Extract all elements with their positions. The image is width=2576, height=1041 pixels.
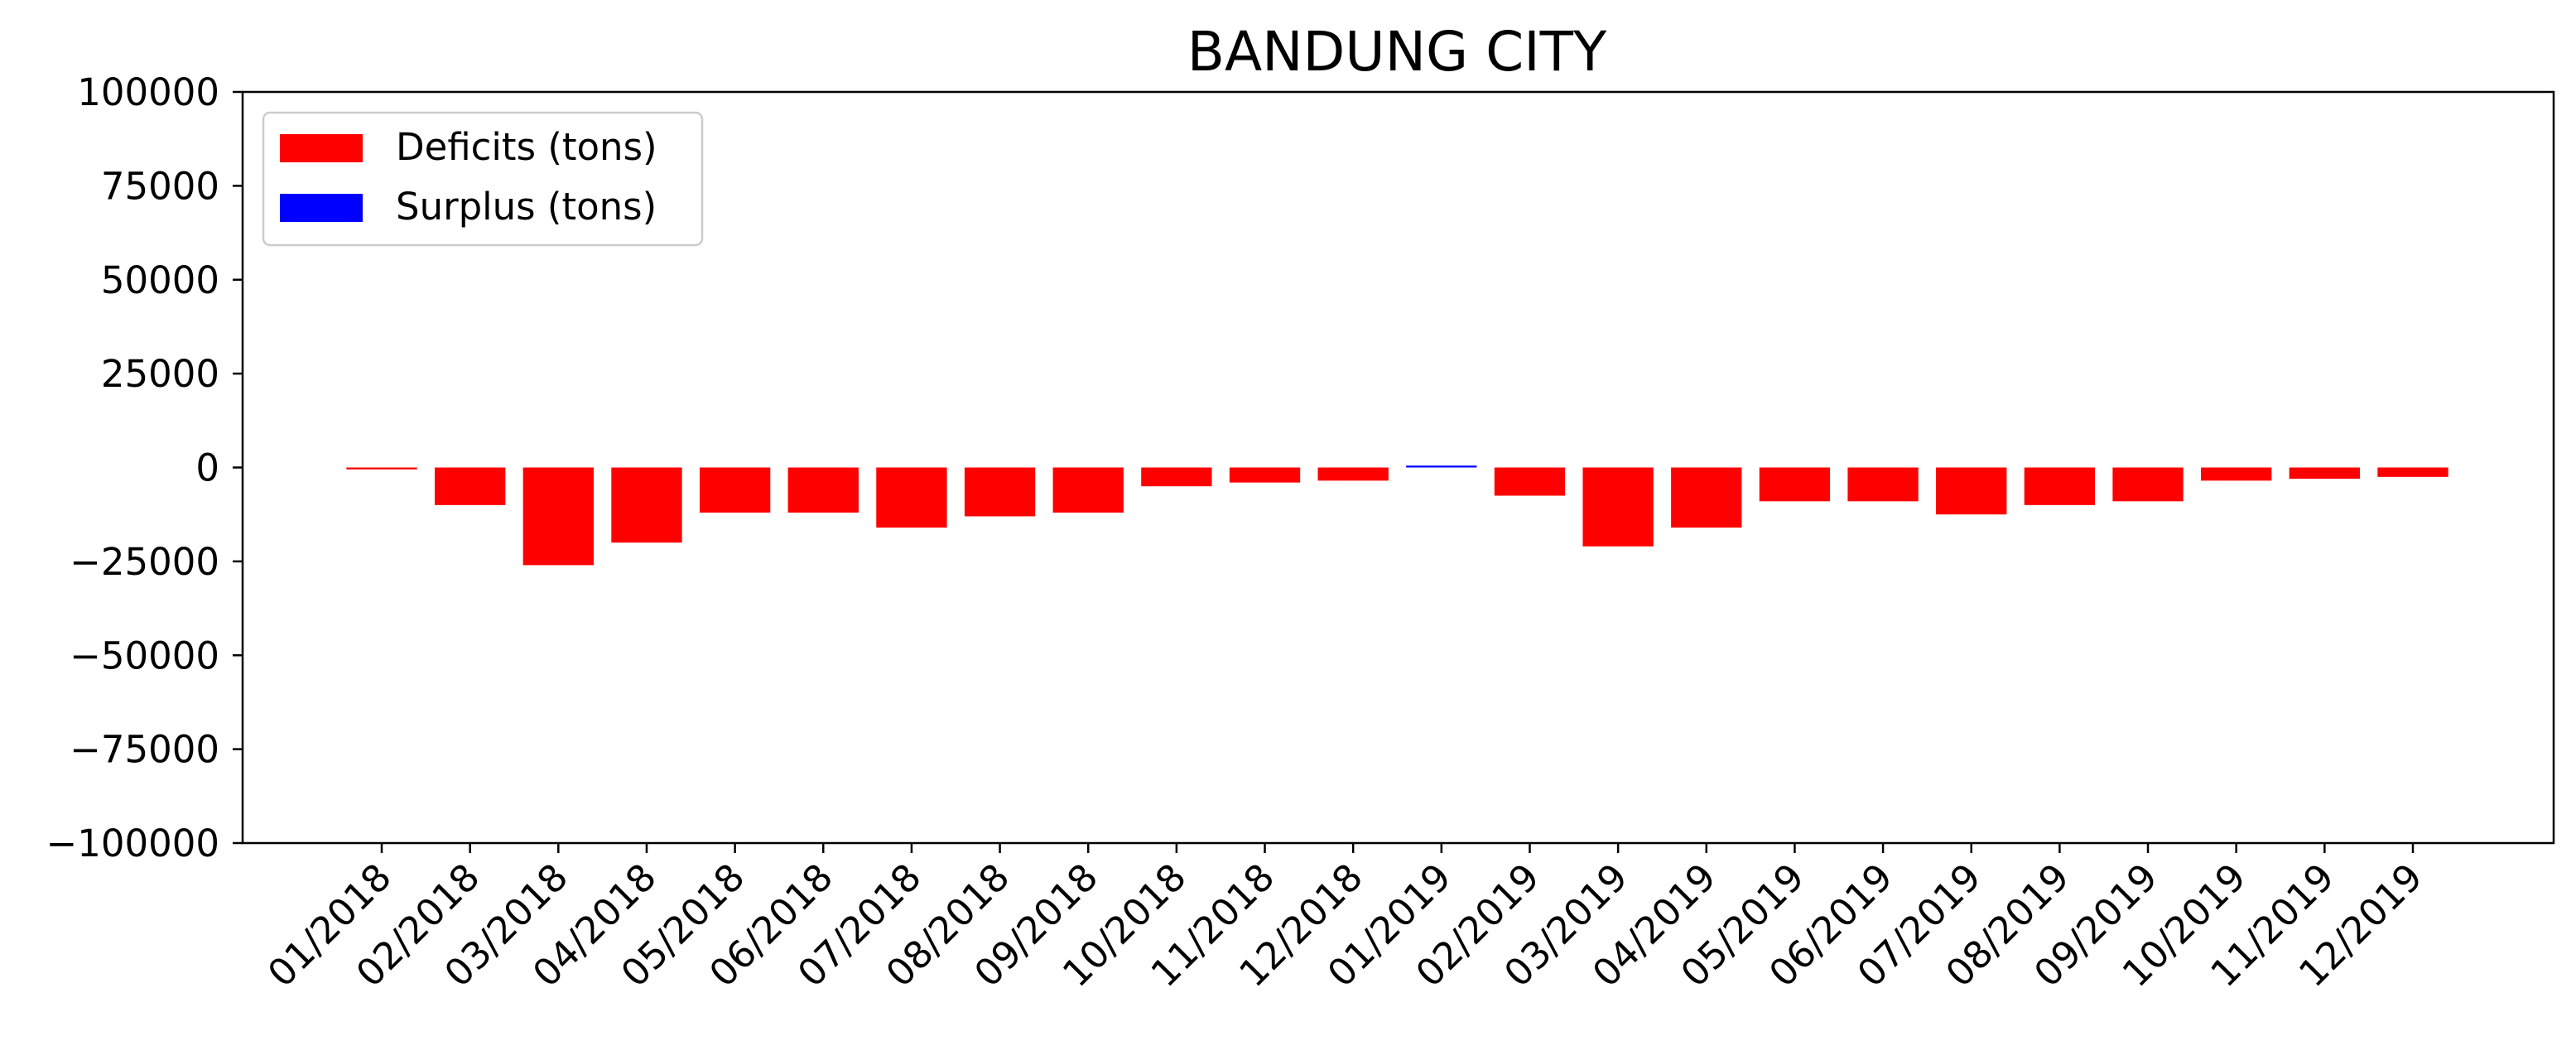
y-tick-label: 50000	[101, 258, 219, 302]
bar-deficit-05/2019	[1759, 467, 1831, 502]
legend: Deficits (tons) Surplus (tons)	[262, 111, 704, 247]
bar-deficit-11/2019	[2289, 467, 2361, 480]
bar-deficit-06/2019	[1847, 467, 1919, 502]
x-axis: 01/201802/201803/201804/201805/201806/20…	[259, 843, 2431, 995]
bar-deficit-06/2018	[787, 467, 859, 513]
bar-deficit-03/2019	[1582, 467, 1654, 547]
y-tick-label: 25000	[101, 352, 219, 396]
chart-title: BANDUNG CITY	[1187, 20, 1607, 84]
y-tick-label: −25000	[70, 540, 219, 584]
y-tick-label: 0	[195, 446, 219, 490]
legend-label-deficits: Deficits (tons)	[396, 125, 657, 169]
legend-label-surplus: Surplus (tons)	[396, 185, 657, 229]
bar-deficit-02/2018	[434, 467, 506, 505]
bar-deficit-12/2018	[1317, 467, 1389, 481]
y-tick-label: −75000	[70, 728, 219, 772]
y-tick-label: 100000	[77, 70, 219, 114]
bar-deficit-10/2018	[1141, 467, 1212, 487]
bar-deficit-11/2018	[1229, 467, 1301, 483]
bar-deficit-02/2019	[1494, 467, 1566, 496]
bar-deficit-01/2018	[346, 467, 417, 470]
bar-deficit-09/2019	[2112, 467, 2184, 502]
y-axis: 100000 75000 50000 25000 0 −25000 −50000 −75000…	[46, 70, 243, 865]
bar-deficit-12/2019	[2377, 467, 2448, 477]
bar-deficit-07/2019	[1936, 467, 2007, 515]
legend-swatch-deficits	[280, 134, 363, 162]
bar-deficit-09/2018	[1052, 467, 1124, 513]
bar-deficit-03/2018	[522, 467, 594, 566]
bar-deficit-08/2018	[964, 467, 1036, 517]
legend-swatch-surplus	[280, 194, 363, 222]
bar-deficit-08/2019	[2024, 467, 2096, 505]
y-tick-label: −100000	[46, 822, 220, 865]
y-tick-label: 75000	[101, 164, 219, 208]
bars-layer	[346, 465, 2448, 566]
bar-deficit-04/2018	[611, 467, 682, 543]
bar-deficit-07/2018	[876, 467, 947, 528]
bar-surplus-01/2019	[1406, 465, 1477, 468]
bar-deficit-05/2018	[699, 467, 771, 513]
bar-deficit-04/2019	[1671, 467, 1742, 528]
bar-deficit-10/2019	[2201, 467, 2272, 481]
y-tick-label: −50000	[70, 634, 219, 677]
legend-box	[262, 111, 704, 247]
